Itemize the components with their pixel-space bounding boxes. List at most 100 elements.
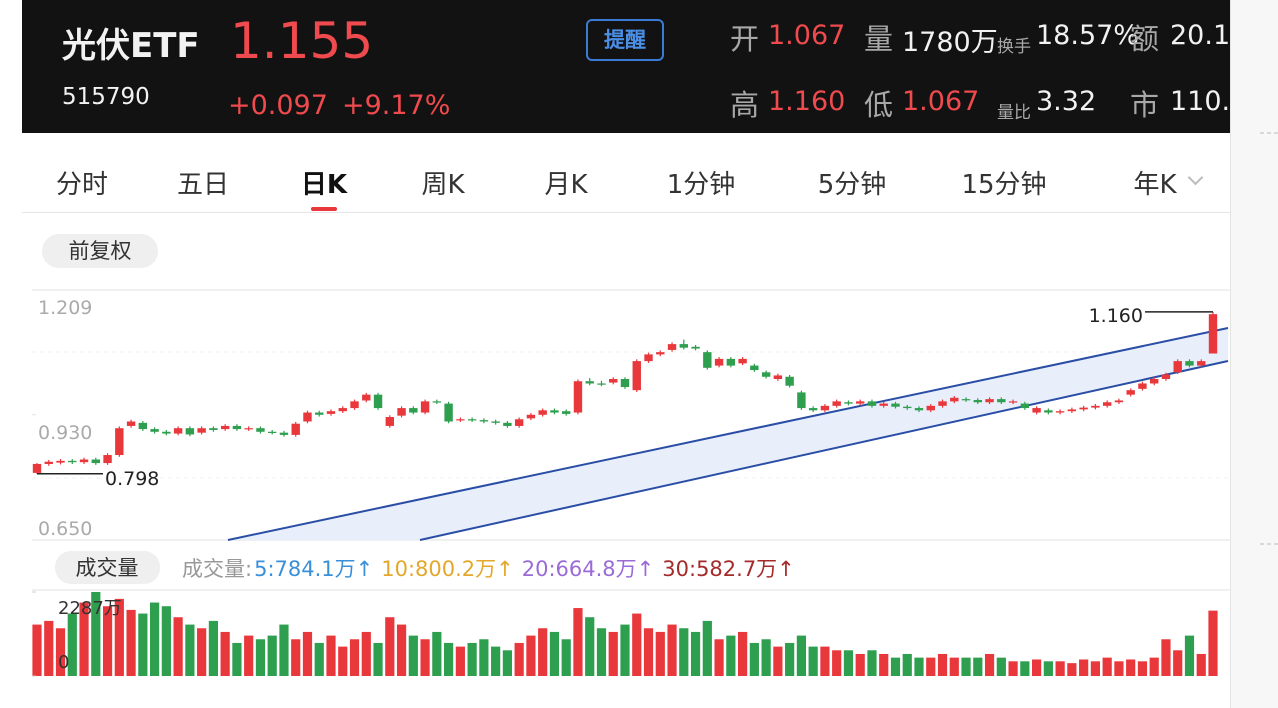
candle-body [1102,402,1112,406]
volume-button-bg[interactable] [55,551,160,584]
stat-value: 20.13 [1170,20,1230,51]
volume-bar [738,631,748,676]
stat-label: 量 [864,22,894,56]
volume-bar [491,646,501,676]
alert-button[interactable]: 提醒 [586,19,664,61]
tab[interactable]: 日K [300,170,348,200]
volume-bar [102,606,113,676]
candle-body [338,408,347,412]
tab[interactable]: 15分钟 [961,170,1047,200]
candle-body [44,461,53,464]
candle-body [973,400,982,403]
volume-bar [255,639,266,676]
volume-bar [161,606,171,676]
tab[interactable]: 周K [421,170,465,200]
adjust-button[interactable]: 前复权 [42,234,158,268]
volume-bar [655,631,665,676]
volume-bar [279,624,289,676]
volume-bar [67,613,77,676]
stat-value: 1.067 [902,86,980,117]
volume-bar [1020,661,1030,676]
candle-body [244,428,253,430]
volume-bar [702,620,712,676]
volume-bar [773,646,783,676]
volume-bar [1126,659,1136,676]
y-tick-label: 0 [58,652,69,673]
volume-legend: 成交量:5:784.1万↑ 10:800.2万↑ 20:664.8万↑ 30:582.… [182,557,795,581]
volume-bar [420,639,430,676]
volume-bar [138,613,148,676]
candle-body [585,381,594,384]
candle-body [573,381,583,413]
y-tick-label: 2287万 [58,598,122,619]
candle-body [1114,400,1124,403]
legend-entry: 5:784.1万↑ [254,557,373,581]
candle-body [79,459,89,463]
volume-bar [79,602,89,676]
candle-body [808,408,818,411]
volume-bar [961,657,971,676]
candle-body [1161,374,1171,379]
stat-value: 3.32 [1036,86,1097,117]
candle-body [750,365,759,371]
candle-body [726,358,736,366]
candle-body [550,410,559,413]
legend-entry: 成交量: [182,557,252,581]
candle-body [985,399,994,403]
candle-body [562,411,571,414]
volume-bar [667,624,677,676]
stat-value: 18.57% [1036,20,1139,51]
volume-bar [890,657,901,676]
volume-bar [55,628,66,676]
candle-body [714,358,724,366]
volume-bar [126,609,136,676]
volume-bar [561,639,571,676]
candle-body [491,421,500,423]
candle-body [1126,390,1135,395]
tab[interactable]: 5分钟 [817,170,887,200]
volume-bar [32,624,42,676]
candle-body [420,401,430,413]
volume-bar [785,642,795,676]
candle-body [879,403,888,406]
candle-body [68,460,77,463]
max-label: 1.160 [1089,305,1143,327]
volume-bar [1102,657,1112,676]
tab[interactable]: 1分钟 [666,170,736,200]
tab[interactable]: 五日 [176,170,230,200]
stat-label: 市 [1130,88,1160,122]
candle-body [185,428,195,435]
volume-bar [902,653,912,676]
volume-bar [208,620,218,676]
candle-body [1150,378,1159,384]
legend-entry: 10:800.2万↑ [381,557,514,581]
volume-bar [1184,635,1195,676]
tab[interactable]: 月K [544,170,588,200]
candle-body [326,411,336,414]
stat-label: 量比 [997,103,1031,123]
candle-body [1091,405,1100,408]
candle-body [832,401,841,406]
candle-body [444,403,453,422]
volume-button[interactable]: 成交量 [76,556,139,580]
tab[interactable]: 分时 [55,170,109,200]
fund-code: 515790 [62,84,150,110]
volume-bar [1149,657,1159,676]
volume-bar [526,635,536,676]
candle-body [738,358,747,364]
candle-body [115,428,124,456]
volume-bar [1032,659,1042,676]
volume-bar [796,635,806,676]
volume-bar [1161,639,1171,676]
candle-body [1020,403,1030,409]
candle-body [1208,314,1218,354]
tab[interactable]: 年K [1133,170,1177,200]
volume-bar [996,657,1006,676]
candle-body [691,346,700,349]
candle-body [103,455,112,464]
volume-bar [44,620,54,676]
candle-body [279,432,289,435]
volume-bar [1196,653,1206,676]
volume-bar [385,617,395,676]
